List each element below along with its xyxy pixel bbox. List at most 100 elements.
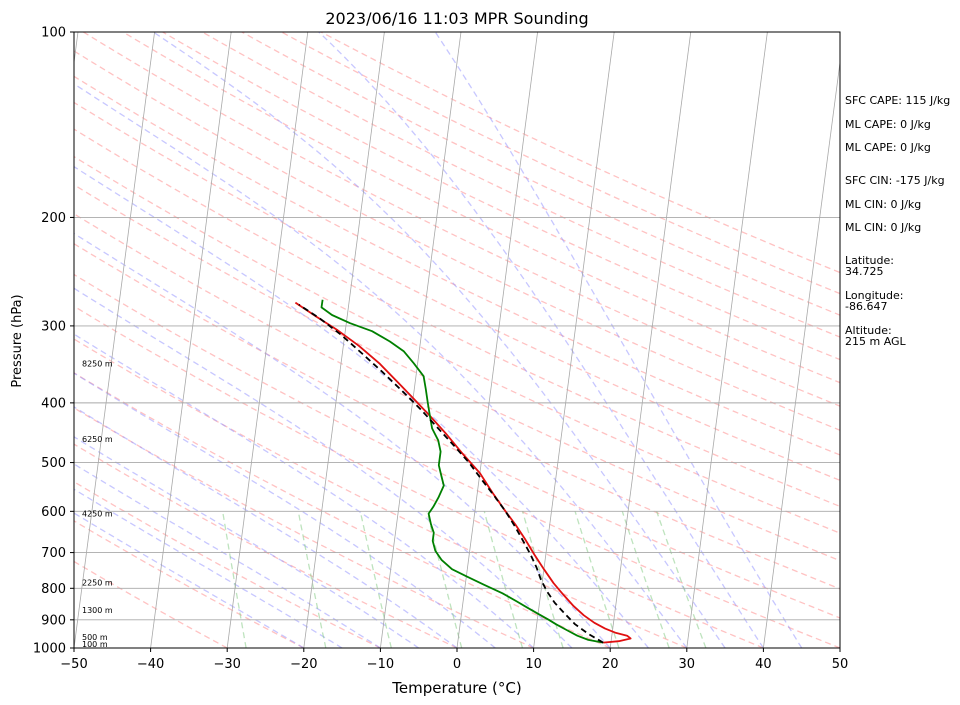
y-tick-label: 300	[41, 319, 66, 334]
mixing-ratio-line	[426, 511, 463, 648]
moist-adiabat-line	[74, 83, 688, 648]
x-tick-label: 20	[602, 657, 619, 672]
x-tick-label: 0	[453, 657, 461, 672]
dry-adiabat-line	[74, 520, 305, 648]
dry-adiabat-line	[74, 481, 381, 648]
dry-adiabat-line	[281, 32, 840, 295]
dry-adiabat-line	[74, 242, 840, 619]
sfc-cape-text: SFC CAPE: 115 J/kg	[845, 94, 950, 107]
dry-adiabat-line	[122, 32, 840, 384]
mixing-ratio-line	[221, 511, 247, 648]
y-tick-label: 1000	[33, 642, 66, 657]
plot-frame	[73, 31, 841, 649]
x-axis-ticks: −50 −40 −30 −20 −10 0 10 20 30 40 50	[60, 648, 848, 672]
isotherm-line	[456, 32, 538, 648]
moist-adiabat-line	[74, 372, 496, 648]
chart-title: 2023/06/16 11:03 MPR Sounding	[325, 9, 588, 28]
moist-adiabat-line	[152, 32, 726, 648]
dry-adiabat-line	[74, 338, 688, 648]
mixing-ratio-line	[359, 511, 392, 648]
height-label: 8250 m	[82, 359, 113, 368]
moist-adiabat-line	[74, 436, 420, 648]
x-tick-label: −20	[290, 657, 317, 672]
isotherm-line	[763, 59, 840, 648]
mixing-ratio-line	[656, 511, 707, 648]
info-panel: SFC CAPE: 115 J/kg ML CAPE: 0 J/kg ML CA…	[845, 94, 950, 348]
x-tick-label: 40	[755, 657, 772, 672]
isotherm-line	[0, 32, 1, 648]
moist-adiabat-line	[74, 463, 381, 648]
dry-adiabat-line	[201, 32, 840, 338]
dry-adiabat-line	[162, 32, 840, 361]
altitude-label: Altitude:	[845, 324, 892, 337]
isobar-grid	[74, 216, 840, 621]
latitude-label: Latitude:	[845, 254, 894, 267]
height-label: 1300 m	[82, 606, 113, 615]
sfc-cin-text: SFC CIN: -175 J/kg	[845, 174, 945, 187]
isotherm-line	[609, 32, 692, 648]
moist-adiabat-line	[74, 287, 573, 648]
dry-adiabat-line	[74, 128, 840, 508]
isotherm-line	[226, 32, 309, 648]
x-tick-label: 30	[679, 657, 696, 672]
x-tick-label: −50	[60, 657, 87, 672]
altitude-value: 215 m AGL	[845, 335, 907, 348]
height-label: 4250 m	[82, 510, 113, 519]
mixing-ratio-line	[574, 511, 620, 648]
latitude-value: 34.725	[845, 265, 884, 278]
mixing-ratio-line	[483, 511, 524, 648]
dry-adiabat-line	[74, 560, 228, 648]
y-tick-label: 400	[41, 396, 66, 411]
ml-cape-text-2: ML CAPE: 0 J/kg	[845, 141, 931, 154]
sounding-traces	[294, 299, 632, 644]
dry-adiabat-line	[74, 273, 840, 648]
x-tick-label: 50	[832, 657, 849, 672]
dry-adiabat-line	[320, 32, 840, 274]
dry-adiabat-line	[74, 213, 840, 590]
dry-adiabat-line	[74, 407, 534, 648]
longitude-value: -86.647	[845, 300, 887, 313]
y-tick-label: 700	[41, 546, 66, 561]
moist-adiabat-line	[434, 32, 803, 648]
y-tick-label: 500	[41, 456, 66, 471]
dry-adiabat-line	[74, 184, 840, 562]
dry-adiabat-line	[74, 50, 840, 431]
isotherm-line	[380, 32, 462, 648]
ml-cin-text-2: ML CIN: 0 J/kg	[845, 221, 921, 234]
dry-adiabat-line	[74, 101, 840, 482]
y-tick-label: 900	[41, 613, 66, 628]
dry-adiabat-line	[241, 32, 840, 316]
ml-cin-text: ML CIN: 0 J/kg	[845, 198, 921, 211]
isotherm-line	[533, 32, 615, 648]
moist-adiabat-line	[74, 232, 611, 648]
moist-adiabat-line	[318, 32, 764, 648]
moist-adiabat-line	[74, 165, 649, 648]
height-label: 2250 m	[82, 579, 113, 588]
dry-adiabat-line	[82, 32, 840, 407]
mixing-ratio-line	[621, 511, 670, 648]
moist-adiabat-line	[74, 488, 343, 648]
height-label: 100 m	[82, 640, 108, 649]
dry-adiabat-line	[74, 155, 840, 534]
x-tick-label: −40	[137, 657, 164, 672]
isotherm-line	[686, 32, 768, 648]
height-label: 6250 m	[82, 435, 113, 444]
temperature-trace	[294, 301, 632, 644]
y-tick-label: 200	[41, 211, 66, 226]
longitude-label: Longitude:	[845, 289, 903, 302]
parcel-trace	[298, 303, 604, 644]
height-label: 500 m	[82, 633, 108, 642]
y-tick-label: 800	[41, 582, 66, 597]
x-tick-label: 10	[525, 657, 542, 672]
isotherm-line	[150, 32, 232, 648]
dry-adiabat-line	[74, 372, 611, 648]
y-tick-label: 100	[41, 26, 66, 41]
moist-adiabat-line	[74, 333, 535, 648]
dewpoint-trace	[320, 299, 604, 644]
x-tick-label: −10	[367, 657, 394, 672]
y-tick-label: 600	[41, 505, 66, 520]
ml-cape-text: ML CAPE: 0 J/kg	[845, 118, 931, 131]
background-grid	[0, 32, 840, 648]
y-axis-label: Pressure (hPa)	[10, 294, 25, 387]
